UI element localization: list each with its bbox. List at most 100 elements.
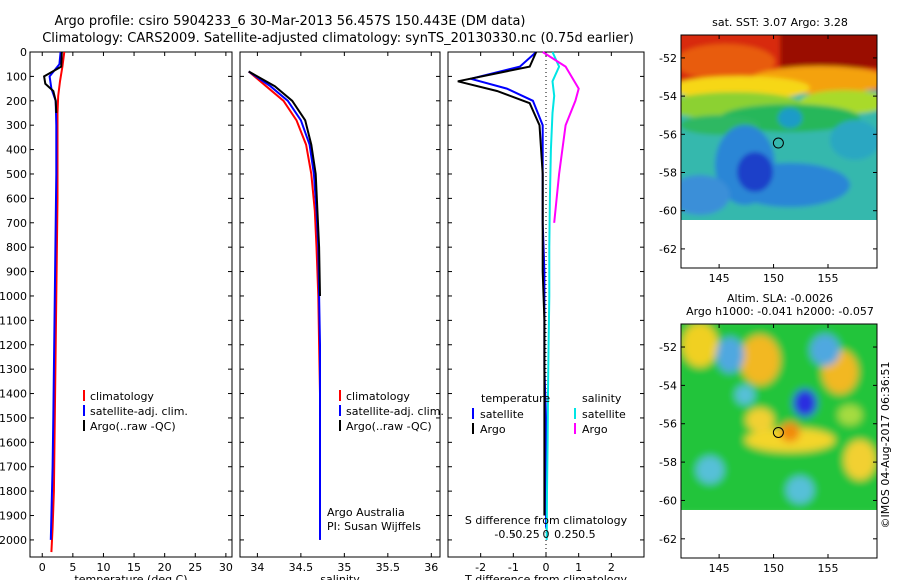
sla-map-panel: Altim. SLA: -0.0026 Argo h1000: -0.041 h… <box>659 292 878 575</box>
map-x-tick-label: 150 <box>763 272 784 285</box>
x-tick-label: 1 <box>575 561 582 574</box>
map-y-tick-label: -56 <box>659 128 677 141</box>
map-y-tick-label: -58 <box>659 167 677 180</box>
differences-x-axis-label: T difference from climatology <box>464 573 627 580</box>
y-tick-label: 1900 <box>0 510 27 523</box>
annotation-line2: PI: Susan Wijffels <box>327 520 421 533</box>
y-tick-label: 300 <box>6 119 27 132</box>
y-tick-label: 1800 <box>0 485 27 498</box>
s-tick-label: -0.25 <box>511 528 539 541</box>
y-tick-label: 600 <box>6 192 27 205</box>
series-line <box>43 51 63 114</box>
x-tick-label: 0 <box>543 561 550 574</box>
y-tick-label: 1500 <box>0 412 27 425</box>
sla-map-title-line2: Argo h1000: -0.041 h2000: -0.057 <box>686 305 874 318</box>
s-tick-label: 0.25 <box>554 528 579 541</box>
figure-title-line1: Argo profile: csiro 5904233_6 30-Mar-201… <box>55 14 526 29</box>
difference-profile-panel: -2 -1 0 1 2T difference from climatology temp… <box>447 51 645 580</box>
map-y-tick-label: -54 <box>659 90 677 103</box>
sst-map-panel: sat. SST: 3.07 Argo: 3.28 <box>659 16 878 285</box>
legend-label: satellite <box>582 408 626 421</box>
salinity-x-axis-label: salinity <box>320 573 360 580</box>
map-y-tick-label: -52 <box>659 341 677 354</box>
s-tick-label: 0 <box>543 528 550 541</box>
map-y-tick-label: -60 <box>659 494 677 507</box>
y-tick-label: 1000 <box>0 290 27 303</box>
y-tick-label: 200 <box>6 95 27 108</box>
y-tick-label: 500 <box>6 168 27 181</box>
s-tick-label: -0.5 <box>494 528 515 541</box>
y-tick-label: 1400 <box>0 388 27 401</box>
annotation-line1: Argo Australia <box>327 506 405 519</box>
y-tick-label: 1700 <box>0 461 27 474</box>
temperature-plot-frame <box>29 51 233 558</box>
x-tick-label: -2 <box>475 561 486 574</box>
argo-float-marker <box>772 427 784 439</box>
map-y-tick-label: -62 <box>659 533 677 546</box>
s-difference-axis-label: S difference from climatology <box>465 514 628 527</box>
x-tick-label: 30 <box>219 561 233 574</box>
series-line <box>466 51 547 528</box>
map-y-tick-label: -56 <box>659 418 677 431</box>
sla-map-title-line1: Altim. SLA: -0.0026 <box>727 292 833 305</box>
salinity-plot-frame <box>239 51 441 558</box>
x-tick-label: 5 <box>69 561 76 574</box>
series-line <box>48 51 62 540</box>
legend-label: satellite-adj. clim. <box>346 405 444 418</box>
x-tick-label: 25 <box>188 561 202 574</box>
y-tick-label: 800 <box>6 241 27 254</box>
x-tick-label: -1 <box>508 561 519 574</box>
map-x-tick-label: 145 <box>709 272 730 285</box>
temperature-profile-panel: 0100200300400500600700800900100011001200… <box>0 46 233 580</box>
map-x-tick-label: 150 <box>763 562 784 575</box>
x-tick-label: 34 <box>250 561 264 574</box>
series-line <box>248 70 321 297</box>
x-tick-label: 36 <box>424 561 438 574</box>
y-tick-label: 1200 <box>0 339 27 352</box>
x-tick-label: 15 <box>127 561 141 574</box>
series-line <box>457 51 546 516</box>
legend-label: Argo <box>480 423 506 436</box>
y-tick-label: 0 <box>20 46 27 59</box>
y-tick-label: 700 <box>6 217 27 230</box>
legend-label: satellite <box>480 408 524 421</box>
imos-credit: ©IMOS 04-Aug-2017 06:36:51 <box>879 362 892 529</box>
legend-header-salinity: salinity <box>582 392 622 405</box>
map-y-tick-label: -52 <box>659 52 677 65</box>
sst-map-title: sat. SST: 3.07 Argo: 3.28 <box>712 16 848 29</box>
legend-label: satellite-adj. clim. <box>90 405 188 418</box>
y-tick-label: 1300 <box>0 363 27 376</box>
salinity-profile-panel: 34 34.5 35 35.5 36 salinity climatology satelli… <box>239 51 444 580</box>
map-y-tick-label: -60 <box>659 205 677 218</box>
series-line <box>542 51 580 223</box>
x-tick-label: 10 <box>96 561 110 574</box>
y-tick-label: 100 <box>6 70 27 83</box>
s-tick-label: 0.5 <box>578 528 596 541</box>
figure-title-line2: Climatology: CARS2009. Satellite-adjuste… <box>42 31 634 46</box>
x-tick-label: 2 <box>608 561 615 574</box>
map-x-tick-label: 155 <box>818 272 839 285</box>
legend-label: Argo(..raw -QC) <box>90 420 176 433</box>
map-x-tick-label: 145 <box>709 562 730 575</box>
y-tick-label: 400 <box>6 144 27 157</box>
legend-label: Argo <box>582 423 608 436</box>
y-tick-label: 900 <box>6 266 27 279</box>
legend-label: climatology <box>90 390 154 403</box>
x-tick-label: 35.5 <box>376 561 401 574</box>
sst-field <box>681 35 877 220</box>
legend-label: Argo(..raw -QC) <box>346 420 432 433</box>
x-tick-label: 0 <box>39 561 46 574</box>
series-line <box>50 51 66 553</box>
x-tick-label: 35 <box>337 561 351 574</box>
map-y-tick-label: -58 <box>659 456 677 469</box>
x-tick-label: 34.5 <box>289 561 314 574</box>
legend-header-temperature: temperature <box>481 392 550 405</box>
y-tick-label: 1600 <box>0 436 27 449</box>
x-tick-label: 20 <box>158 561 172 574</box>
map-x-tick-label: 155 <box>818 562 839 575</box>
series-line <box>248 70 321 540</box>
y-tick-label: 2000 <box>0 534 27 547</box>
y-tick-label: 1100 <box>0 314 27 327</box>
map-y-tick-label: -62 <box>659 243 677 256</box>
